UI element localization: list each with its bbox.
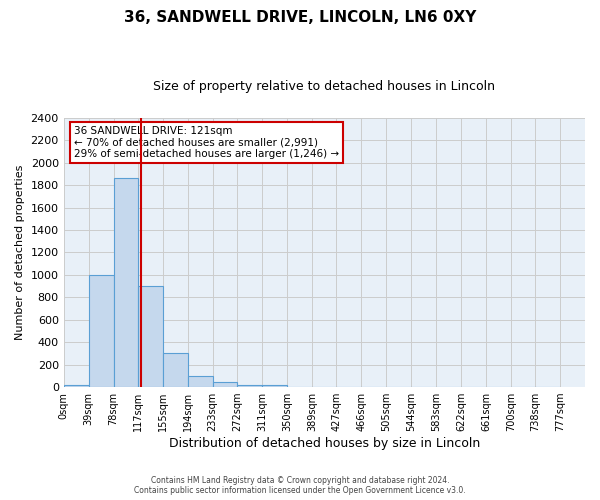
Bar: [89, 275, 113, 387]
Bar: [163, 354, 188, 387]
Text: Contains HM Land Registry data © Crown copyright and database right 2024.
Contai: Contains HM Land Registry data © Crown c…: [134, 476, 466, 495]
Bar: [113, 178, 139, 387]
Text: 36 SANDWELL DRIVE: 121sqm
← 70% of detached houses are smaller (2,991)
29% of se: 36 SANDWELL DRIVE: 121sqm ← 70% of detac…: [74, 126, 339, 159]
Bar: [139, 286, 163, 387]
Bar: [212, 382, 238, 387]
Bar: [238, 385, 262, 387]
Text: 36, SANDWELL DRIVE, LINCOLN, LN6 0XY: 36, SANDWELL DRIVE, LINCOLN, LN6 0XY: [124, 10, 476, 25]
Bar: [188, 376, 212, 387]
Bar: [64, 385, 89, 387]
Bar: [262, 386, 287, 387]
Y-axis label: Number of detached properties: Number of detached properties: [15, 164, 25, 340]
X-axis label: Distribution of detached houses by size in Lincoln: Distribution of detached houses by size …: [169, 437, 480, 450]
Title: Size of property relative to detached houses in Lincoln: Size of property relative to detached ho…: [154, 80, 496, 93]
